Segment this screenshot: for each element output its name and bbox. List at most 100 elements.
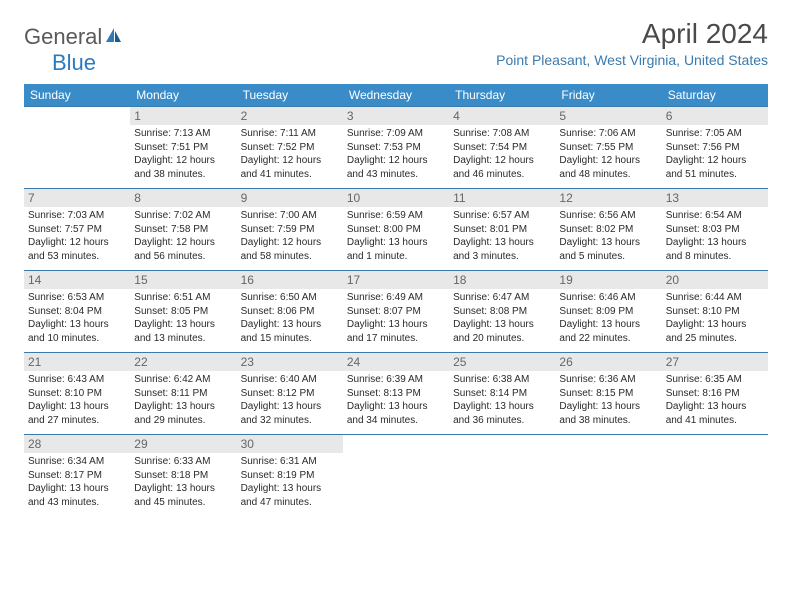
calendar-day-cell: 14 Sunrise: 6:53 AMSunset: 8:04 PMDayligh… bbox=[24, 271, 130, 353]
day-number: 13 bbox=[662, 189, 768, 207]
day-number: 2 bbox=[237, 107, 343, 125]
day-number: 5 bbox=[555, 107, 661, 125]
day-detail: Sunrise: 6:57 AMSunset: 8:01 PMDaylight:… bbox=[453, 209, 551, 263]
day-header: Sunday bbox=[24, 84, 130, 107]
day-number: 14 bbox=[24, 271, 130, 289]
day-detail: Sunrise: 6:31 AMSunset: 8:19 PMDaylight:… bbox=[241, 455, 339, 509]
day-number: 20 bbox=[662, 271, 768, 289]
day-number: 18 bbox=[449, 271, 555, 289]
day-detail: Sunrise: 6:50 AMSunset: 8:06 PMDaylight:… bbox=[241, 291, 339, 345]
day-detail: Sunrise: 7:06 AMSunset: 7:55 PMDaylight:… bbox=[559, 127, 657, 181]
calendar-day-cell: 28 Sunrise: 6:34 AMSunset: 8:17 PMDayligh… bbox=[24, 435, 130, 517]
calendar-day-cell bbox=[555, 435, 661, 517]
calendar-day-cell: 13 Sunrise: 6:54 AMSunset: 8:03 PMDayligh… bbox=[662, 189, 768, 271]
day-detail: Sunrise: 6:51 AMSunset: 8:05 PMDaylight:… bbox=[134, 291, 232, 345]
day-number: 17 bbox=[343, 271, 449, 289]
day-header: Friday bbox=[555, 84, 661, 107]
day-detail: Sunrise: 6:38 AMSunset: 8:14 PMDaylight:… bbox=[453, 373, 551, 427]
day-detail: Sunrise: 6:34 AMSunset: 8:17 PMDaylight:… bbox=[28, 455, 126, 509]
day-detail: Sunrise: 6:43 AMSunset: 8:10 PMDaylight:… bbox=[28, 373, 126, 427]
month-title: April 2024 bbox=[496, 18, 768, 50]
day-number: 7 bbox=[24, 189, 130, 207]
day-detail: Sunrise: 6:53 AMSunset: 8:04 PMDaylight:… bbox=[28, 291, 126, 345]
day-number: 24 bbox=[343, 353, 449, 371]
calendar-day-cell: 5 Sunrise: 7:06 AMSunset: 7:55 PMDaylight… bbox=[555, 107, 661, 189]
day-number: 16 bbox=[237, 271, 343, 289]
day-number: 3 bbox=[343, 107, 449, 125]
calendar-day-cell: 23 Sunrise: 6:40 AMSunset: 8:12 PMDayligh… bbox=[237, 353, 343, 435]
logo: General bbox=[24, 24, 126, 50]
location-text: Point Pleasant, West Virginia, United St… bbox=[496, 52, 768, 68]
day-detail: Sunrise: 7:08 AMSunset: 7:54 PMDaylight:… bbox=[453, 127, 551, 181]
calendar-day-cell: 2 Sunrise: 7:11 AMSunset: 7:52 PMDaylight… bbox=[237, 107, 343, 189]
day-number: 23 bbox=[237, 353, 343, 371]
day-number: 25 bbox=[449, 353, 555, 371]
day-number: 6 bbox=[662, 107, 768, 125]
day-detail: Sunrise: 6:49 AMSunset: 8:07 PMDaylight:… bbox=[347, 291, 445, 345]
day-header: Monday bbox=[130, 84, 236, 107]
day-number: 29 bbox=[130, 435, 236, 453]
day-number: 15 bbox=[130, 271, 236, 289]
calendar-day-cell: 17 Sunrise: 6:49 AMSunset: 8:07 PMDayligh… bbox=[343, 271, 449, 353]
calendar-day-cell: 6 Sunrise: 7:05 AMSunset: 7:56 PMDaylight… bbox=[662, 107, 768, 189]
day-number: 30 bbox=[237, 435, 343, 453]
day-number: 19 bbox=[555, 271, 661, 289]
calendar-day-cell: 8Sunrise: 7:02 AMSunset: 7:58 PMDaylight… bbox=[130, 189, 236, 271]
calendar-week-row: 1 Sunrise: 7:13 AMSunset: 7:51 PMDaylight… bbox=[24, 107, 768, 189]
day-detail: Sunrise: 6:33 AMSunset: 8:18 PMDaylight:… bbox=[134, 455, 232, 509]
calendar-day-cell: 26 Sunrise: 6:36 AMSunset: 8:15 PMDayligh… bbox=[555, 353, 661, 435]
calendar-day-cell: 9 Sunrise: 7:00 AMSunset: 7:59 PMDaylight… bbox=[237, 189, 343, 271]
calendar-day-cell bbox=[662, 435, 768, 517]
day-number: 21 bbox=[24, 353, 130, 371]
day-number: 1 bbox=[130, 107, 236, 125]
calendar-week-row: 7 Sunrise: 7:03 AMSunset: 7:57 PMDaylight… bbox=[24, 189, 768, 271]
day-number: 27 bbox=[662, 353, 768, 371]
calendar-day-cell bbox=[343, 435, 449, 517]
calendar-head: SundayMondayTuesdayWednesdayThursdayFrid… bbox=[24, 84, 768, 107]
day-detail: Sunrise: 7:13 AMSunset: 7:51 PMDaylight:… bbox=[134, 127, 232, 181]
day-detail: Sunrise: 6:56 AMSunset: 8:02 PMDaylight:… bbox=[559, 209, 657, 263]
calendar-day-cell: 25 Sunrise: 6:38 AMSunset: 8:14 PMDayligh… bbox=[449, 353, 555, 435]
day-detail: Sunrise: 7:11 AMSunset: 7:52 PMDaylight:… bbox=[241, 127, 339, 181]
day-detail: Sunrise: 7:00 AMSunset: 7:59 PMDaylight:… bbox=[241, 209, 339, 263]
day-detail: Sunrise: 6:54 AMSunset: 8:03 PMDaylight:… bbox=[666, 209, 764, 263]
day-number: 22 bbox=[130, 353, 236, 371]
calendar-day-cell: 11Sunrise: 6:57 AMSunset: 8:01 PMDayligh… bbox=[449, 189, 555, 271]
day-detail: Sunrise: 6:46 AMSunset: 8:09 PMDaylight:… bbox=[559, 291, 657, 345]
calendar-day-cell bbox=[24, 107, 130, 189]
calendar-day-cell: 22Sunrise: 6:42 AMSunset: 8:11 PMDayligh… bbox=[130, 353, 236, 435]
calendar-day-cell: 18Sunrise: 6:47 AMSunset: 8:08 PMDayligh… bbox=[449, 271, 555, 353]
day-detail: Sunrise: 6:36 AMSunset: 8:15 PMDaylight:… bbox=[559, 373, 657, 427]
calendar-day-cell: 30 Sunrise: 6:31 AMSunset: 8:19 PMDayligh… bbox=[237, 435, 343, 517]
calendar-day-cell: 27Sunrise: 6:35 AMSunset: 8:16 PMDayligh… bbox=[662, 353, 768, 435]
calendar-body: 1 Sunrise: 7:13 AMSunset: 7:51 PMDaylight… bbox=[24, 107, 768, 517]
calendar-day-cell bbox=[449, 435, 555, 517]
calendar-day-cell: 19 Sunrise: 6:46 AMSunset: 8:09 PMDayligh… bbox=[555, 271, 661, 353]
header-right: April 2024 Point Pleasant, West Virginia… bbox=[496, 18, 768, 68]
day-number: 8 bbox=[130, 189, 236, 207]
day-number: 10 bbox=[343, 189, 449, 207]
calendar-page: General April 2024 Point Pleasant, West … bbox=[0, 0, 792, 535]
calendar-day-cell: 15 Sunrise: 6:51 AMSunset: 8:05 PMDayligh… bbox=[130, 271, 236, 353]
calendar-week-row: 28 Sunrise: 6:34 AMSunset: 8:17 PMDayligh… bbox=[24, 435, 768, 517]
day-number: 28 bbox=[24, 435, 130, 453]
day-number: 9 bbox=[237, 189, 343, 207]
day-detail: Sunrise: 7:09 AMSunset: 7:53 PMDaylight:… bbox=[347, 127, 445, 181]
day-detail: Sunrise: 7:03 AMSunset: 7:57 PMDaylight:… bbox=[28, 209, 126, 263]
calendar-day-cell: 24 Sunrise: 6:39 AMSunset: 8:13 PMDayligh… bbox=[343, 353, 449, 435]
calendar-table: SundayMondayTuesdayWednesdayThursdayFrid… bbox=[24, 84, 768, 517]
day-detail: Sunrise: 7:05 AMSunset: 7:56 PMDaylight:… bbox=[666, 127, 764, 181]
logo-text-general: General bbox=[24, 24, 102, 50]
day-number: 26 bbox=[555, 353, 661, 371]
calendar-day-cell: 1 Sunrise: 7:13 AMSunset: 7:51 PMDaylight… bbox=[130, 107, 236, 189]
calendar-day-cell: 12Sunrise: 6:56 AMSunset: 8:02 PMDayligh… bbox=[555, 189, 661, 271]
calendar-week-row: 14 Sunrise: 6:53 AMSunset: 8:04 PMDayligh… bbox=[24, 271, 768, 353]
day-detail: Sunrise: 6:59 AMSunset: 8:00 PMDaylight:… bbox=[347, 209, 445, 263]
day-detail: Sunrise: 6:40 AMSunset: 8:12 PMDaylight:… bbox=[241, 373, 339, 427]
day-header-row: SundayMondayTuesdayWednesdayThursdayFrid… bbox=[24, 84, 768, 107]
day-header: Thursday bbox=[449, 84, 555, 107]
logo-text-blue: Blue bbox=[52, 50, 96, 76]
day-detail: Sunrise: 6:39 AMSunset: 8:13 PMDaylight:… bbox=[347, 373, 445, 427]
calendar-day-cell: 10 Sunrise: 6:59 AMSunset: 8:00 PMDayligh… bbox=[343, 189, 449, 271]
calendar-week-row: 21 Sunrise: 6:43 AMSunset: 8:10 PMDayligh… bbox=[24, 353, 768, 435]
